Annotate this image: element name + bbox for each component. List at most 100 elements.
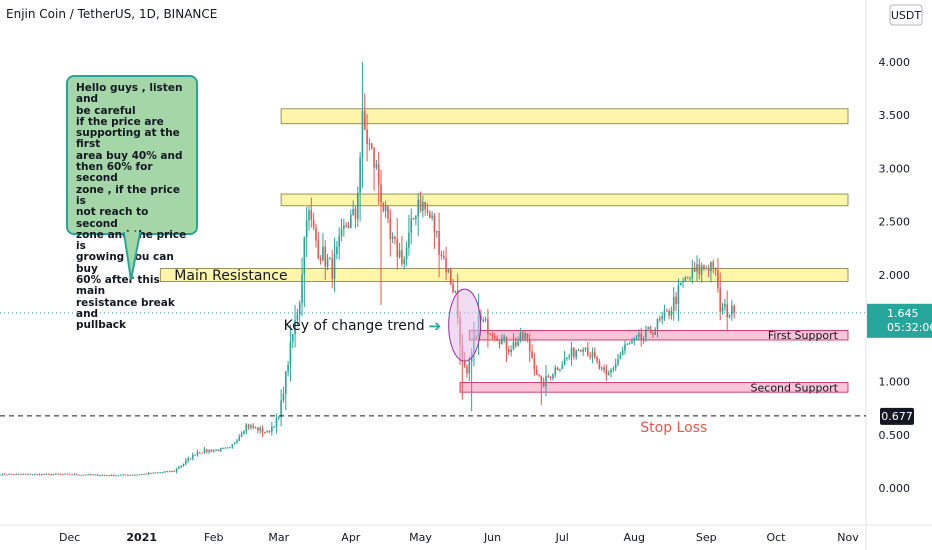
candle-body	[154, 472, 157, 474]
candle	[159, 472, 162, 474]
candle-body	[338, 236, 341, 247]
candle	[173, 470, 176, 472]
candle	[208, 449, 210, 454]
stop-loss-price-value: 0.677	[881, 410, 913, 423]
candle	[712, 259, 715, 274]
candle	[54, 473, 57, 475]
x-tick-label: Sep	[696, 531, 717, 544]
candle-body	[287, 365, 289, 372]
candle	[482, 317, 485, 323]
candle	[531, 344, 533, 359]
candle-body	[693, 267, 696, 272]
candle-body	[322, 246, 324, 261]
candle-body	[205, 449, 208, 452]
candle	[449, 267, 452, 286]
candle-body	[705, 268, 708, 270]
candle	[129, 474, 131, 476]
candle	[647, 326, 650, 330]
candle-body	[6, 474, 8, 476]
price-axis[interactable]: 4.0003.5003.0002.5002.0001.5001.0000.500…	[867, 56, 932, 495]
candle-body	[373, 147, 375, 168]
candle	[721, 302, 724, 315]
candle-body	[405, 247, 408, 260]
candle	[496, 335, 498, 341]
candle	[85, 474, 87, 476]
current-price-value: 1.645	[887, 307, 919, 320]
resistance-zone	[280, 193, 849, 207]
candle-body	[454, 291, 457, 293]
candle-body	[731, 305, 733, 315]
candle	[338, 227, 341, 260]
candle	[15, 473, 18, 475]
candle	[268, 430, 271, 434]
candle-body	[403, 259, 406, 264]
candle-body	[545, 375, 547, 387]
candle-body	[449, 269, 452, 285]
candle	[27, 473, 29, 475]
currency-badge[interactable]: USDT	[889, 4, 923, 26]
candle	[570, 342, 573, 366]
candle-body	[301, 274, 303, 304]
candle-body	[273, 426, 275, 428]
candle	[73, 473, 76, 476]
candle-body	[54, 473, 57, 475]
candle-body	[92, 474, 94, 476]
candle	[645, 325, 647, 343]
candle-body	[291, 334, 294, 342]
candle	[514, 337, 517, 349]
candle	[426, 203, 429, 216]
candle-body	[284, 371, 287, 394]
candle-body	[99, 475, 101, 477]
candle	[484, 316, 487, 323]
candle	[294, 304, 296, 348]
candle	[598, 358, 601, 370]
candle	[410, 208, 413, 245]
candle-body	[712, 261, 715, 268]
candle-body	[447, 269, 450, 273]
candle	[57, 473, 59, 475]
candle-body	[150, 472, 152, 474]
candle	[245, 423, 248, 435]
candle	[87, 474, 90, 476]
candle-body	[226, 447, 229, 449]
candle	[194, 454, 196, 456]
candle-body	[721, 306, 724, 312]
candle-body	[201, 452, 203, 454]
candle	[408, 214, 410, 256]
candle-body	[614, 363, 617, 369]
candle-body	[203, 449, 206, 453]
candle-body	[271, 426, 273, 432]
candle	[659, 315, 661, 323]
candle-body	[484, 319, 487, 321]
candle-body	[47, 473, 50, 475]
candle-body	[514, 341, 517, 346]
resistance-zone-label: Main Resistance	[174, 268, 287, 284]
candle	[417, 192, 420, 237]
candle-body	[329, 258, 331, 260]
candle	[642, 336, 645, 344]
candle	[538, 373, 540, 377]
candle-body	[689, 278, 691, 280]
time-axis[interactable]: Dec 2021 Feb Mar Apr May Jun Jul Aug Sep Oct Nov	[59, 531, 859, 544]
candle-body	[503, 336, 505, 339]
candle-body	[222, 447, 224, 449]
candle-body	[94, 474, 97, 476]
candle	[68, 473, 71, 475]
candle-body	[347, 225, 350, 229]
candle-body	[645, 329, 647, 339]
candle-body	[398, 250, 401, 257]
candle	[229, 447, 231, 449]
candle	[638, 328, 640, 341]
candle	[600, 366, 603, 371]
candle	[380, 169, 382, 305]
candle-body	[682, 281, 684, 283]
candle	[80, 474, 83, 476]
y-tick-label: 3.500	[879, 109, 911, 122]
candle	[145, 473, 148, 475]
candle	[698, 258, 701, 280]
candle	[542, 377, 545, 388]
candle	[438, 212, 440, 278]
candle	[689, 276, 691, 282]
candle-body	[540, 375, 543, 382]
candle	[36, 473, 38, 475]
